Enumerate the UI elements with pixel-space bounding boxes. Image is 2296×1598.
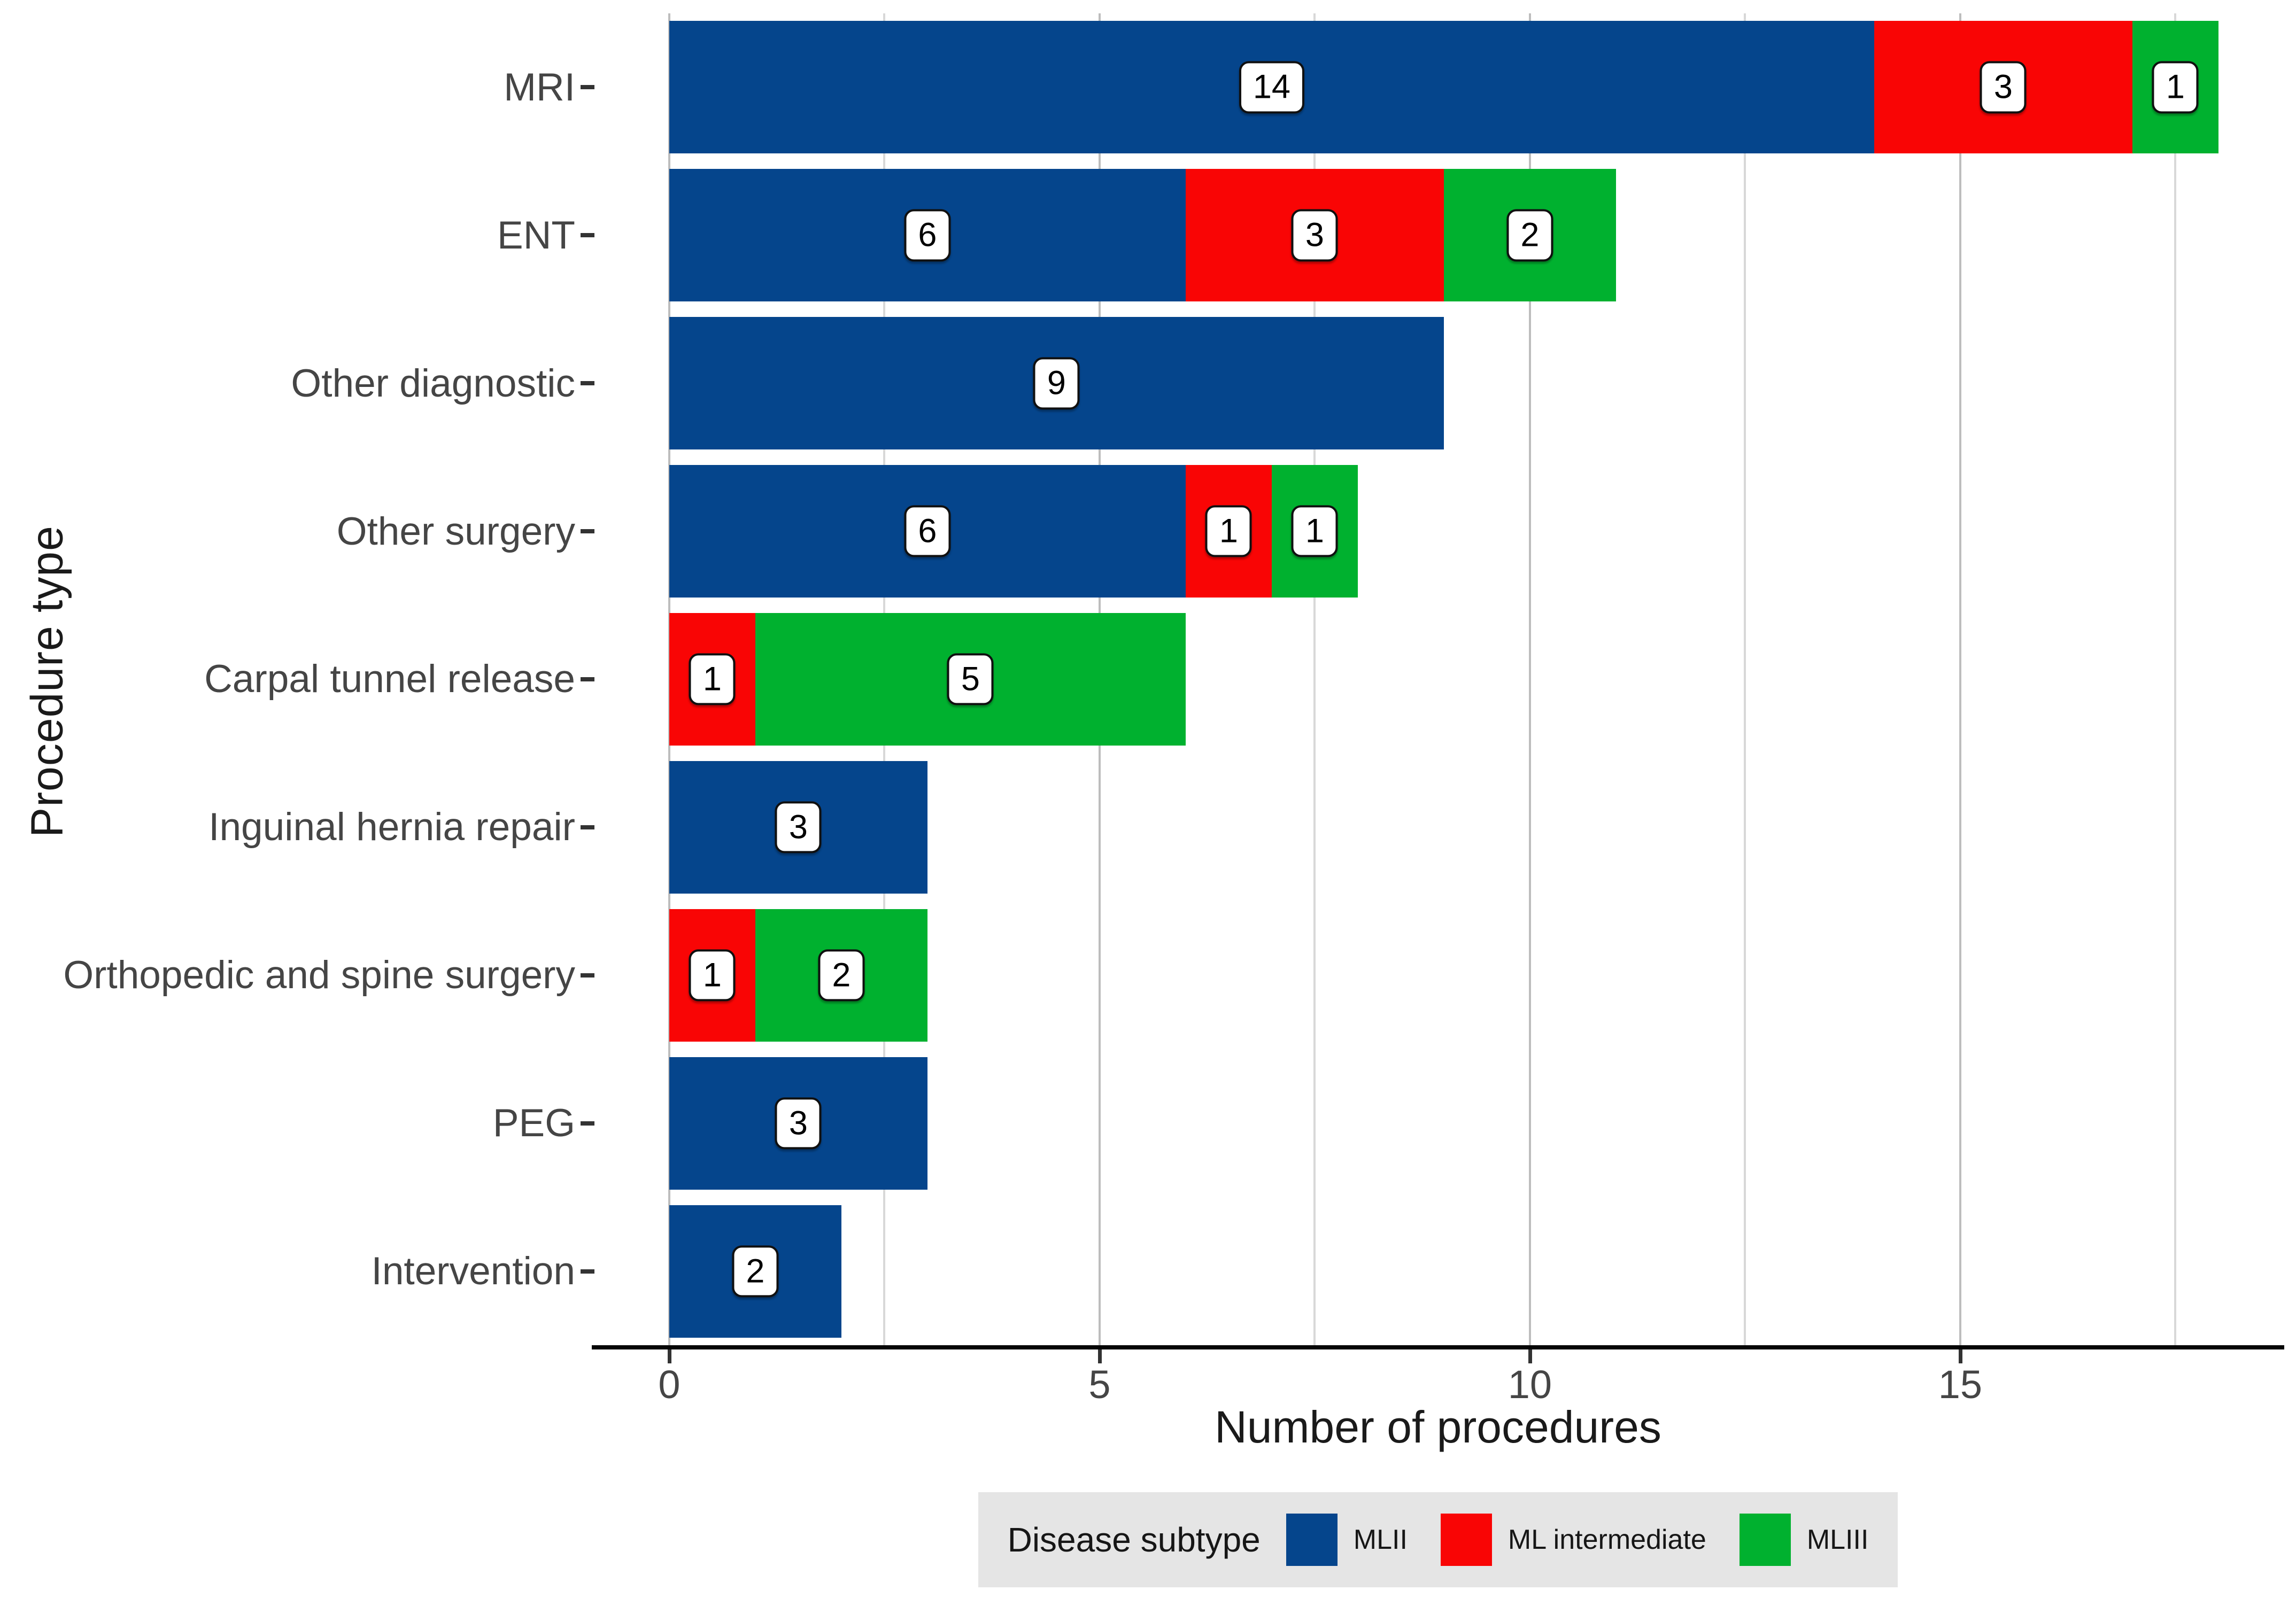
x-tick (1958, 1349, 1962, 1363)
legend-item-MLII: MLII (1286, 1514, 1408, 1566)
category-label: ENT (497, 213, 575, 257)
y-tick (581, 677, 594, 681)
chart-panel: 14 3 1 6 3 2 9 6 1 1 1 5 3 1 2 3 2 (592, 13, 2284, 1349)
bar-value-label: 1 (2152, 61, 2199, 114)
category-label: Other diagnostic (291, 361, 575, 405)
bar-value-label: 3 (1291, 209, 1338, 261)
bar-value-label: 3 (775, 1097, 822, 1150)
category-label: Inguinal hernia repair (208, 805, 575, 849)
bar-value-label: 3 (1980, 61, 2027, 114)
legend-swatch (1739, 1514, 1791, 1566)
bar-value-label: 2 (818, 949, 865, 1002)
legend-swatch (1440, 1514, 1492, 1566)
gridline-major (1959, 13, 1961, 1345)
x-tick (1097, 1349, 1102, 1363)
y-tick (581, 85, 594, 90)
legend: Disease subtype MLII ML intermediate MLIII (592, 1492, 2284, 1587)
x-tick (667, 1349, 671, 1363)
bar-value-label: 9 (1033, 357, 1080, 409)
y-tick (581, 973, 594, 978)
category-label: Intervention (371, 1250, 575, 1293)
x-axis-title: Number of procedures (1215, 1402, 1661, 1452)
bar-value-label: 5 (947, 653, 994, 705)
gridline-major (1528, 13, 1531, 1345)
bar-value-label: 3 (775, 801, 822, 854)
legend-title: Disease subtype (1007, 1521, 1261, 1559)
bar-value-label: 6 (904, 505, 951, 557)
legend-item-MLIII: MLIII (1739, 1514, 1869, 1566)
y-tick (581, 381, 594, 386)
legend-item-label: ML intermediate (1508, 1524, 1706, 1555)
gridline-minor (1744, 13, 1746, 1345)
category-label: Carpal tunnel release (204, 657, 575, 701)
bar-value-label: 1 (1205, 505, 1252, 557)
bar-value-label: 2 (1506, 209, 1553, 261)
y-tick (581, 233, 594, 238)
bar-value-label: 1 (1291, 505, 1338, 557)
category-label: Orthopedic and spine surgery (63, 953, 575, 997)
x-tick-label: 15 (1938, 1362, 1983, 1407)
category-label: PEG (492, 1101, 575, 1145)
x-tick-label: 5 (1088, 1362, 1111, 1407)
x-tick (1528, 1349, 1532, 1363)
y-tick (581, 1121, 594, 1126)
bar-value-label: 1 (689, 949, 736, 1002)
legend-items: MLII ML intermediate MLIII (1286, 1514, 1869, 1566)
x-tick-label: 0 (658, 1362, 681, 1407)
legend-item-label: MLII (1353, 1524, 1408, 1555)
category-label: Other surgery (336, 509, 575, 553)
bar-value-label: 14 (1239, 61, 1304, 114)
category-label: MRI (504, 65, 575, 109)
legend-item-ML-intermediate: ML intermediate (1440, 1514, 1706, 1566)
bar-value-label: 2 (732, 1245, 779, 1298)
bar-value-label: 6 (904, 209, 951, 261)
legend-swatch (1286, 1514, 1338, 1566)
bar-value-label: 1 (689, 653, 736, 705)
y-tick (581, 1269, 594, 1274)
y-tick (581, 825, 594, 829)
gridline-minor (1313, 13, 1316, 1345)
x-tick-label: 10 (1508, 1362, 1552, 1407)
y-tick (581, 529, 594, 534)
gridline-minor (2174, 13, 2177, 1345)
legend-item-label: MLIII (1806, 1524, 1869, 1555)
legend-box: Disease subtype MLII ML intermediate MLIII (978, 1492, 1898, 1587)
